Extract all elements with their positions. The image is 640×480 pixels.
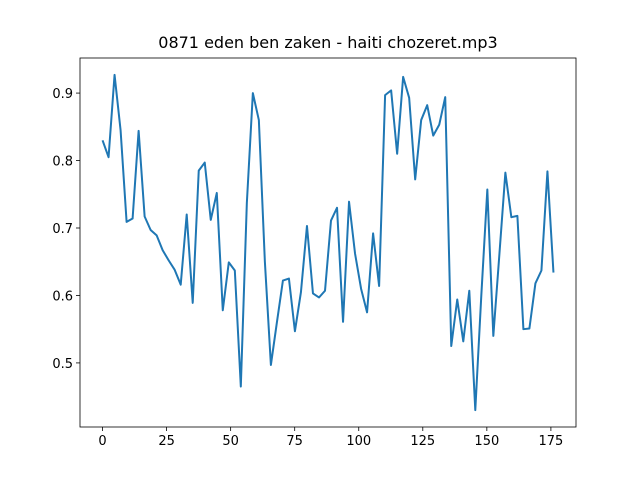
x-tick-label: 150: [474, 434, 499, 449]
x-tick-label: 25: [158, 434, 175, 449]
x-tick-label: 0: [98, 434, 106, 449]
y-tick-label: 0.5: [52, 357, 73, 372]
x-tick-label: 50: [222, 434, 239, 449]
x-tick-label: 75: [286, 434, 303, 449]
chart-title: 0871 eden ben zaken - haiti chozeret.mp3: [158, 33, 497, 52]
x-tick-label: 175: [538, 434, 563, 449]
plot-frame: [79, 57, 577, 428]
y-tick-label: 0.7: [52, 222, 73, 237]
y-tick-label: 0.8: [52, 155, 73, 170]
x-tick-label: 100: [346, 434, 371, 449]
y-tick-label: 0.9: [52, 87, 73, 102]
y-tick-label: 0.6: [52, 289, 73, 304]
data-line: [101, 73, 555, 412]
x-tick-label: 125: [410, 434, 435, 449]
